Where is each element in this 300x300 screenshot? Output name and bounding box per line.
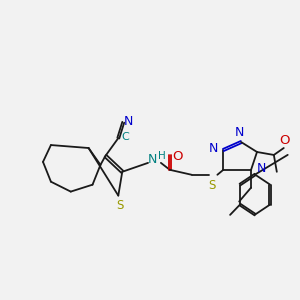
Text: N: N xyxy=(209,142,218,155)
Text: S: S xyxy=(209,178,216,192)
Text: N: N xyxy=(147,153,157,166)
Text: H: H xyxy=(158,151,166,161)
Text: O: O xyxy=(280,134,290,146)
Text: C: C xyxy=(122,132,130,142)
Text: N: N xyxy=(235,126,244,140)
Text: O: O xyxy=(172,150,182,163)
Text: S: S xyxy=(117,200,124,212)
Text: N: N xyxy=(124,115,134,128)
Text: N: N xyxy=(256,162,266,175)
